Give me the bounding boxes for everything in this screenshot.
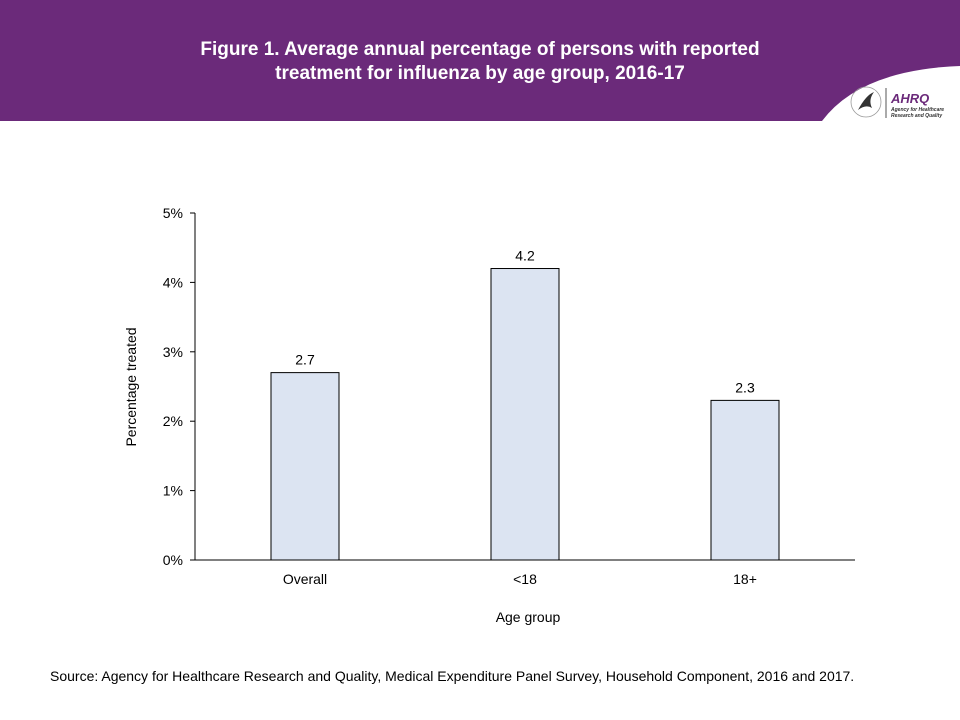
bar-1 bbox=[490, 268, 560, 561]
y-axis-label: Percentage treated bbox=[123, 327, 139, 446]
x-axis-label: Age group bbox=[496, 609, 561, 625]
header-curve bbox=[822, 66, 960, 121]
svg-text:Agency for Healthcare: Agency for Healthcare bbox=[890, 107, 944, 113]
data-label: 2.7 bbox=[295, 352, 315, 368]
x-tick-label: <18 bbox=[513, 571, 537, 587]
source-note: Source: Agency for Healthcare Research a… bbox=[50, 668, 855, 684]
x-tick-label: Overall bbox=[283, 571, 327, 587]
ahrq-logo: AHRQ Agency for Healthcare Research and … bbox=[890, 91, 944, 119]
svg-text:AHRQ: AHRQ bbox=[890, 91, 929, 106]
data-label: 2.3 bbox=[735, 379, 755, 395]
title-line-2: treatment for influenza by age group, 20… bbox=[275, 63, 685, 84]
bar-0 bbox=[270, 372, 340, 561]
data-label: 4.2 bbox=[515, 248, 535, 264]
title-line-1: Figure 1. Average annual percentage of p… bbox=[200, 39, 760, 60]
bar-2 bbox=[710, 399, 780, 561]
chart-title: Figure 1. Average annual percentage of p… bbox=[0, 38, 960, 86]
svg-text:Research and Quality: Research and Quality bbox=[891, 113, 942, 119]
header-banner bbox=[0, 0, 960, 121]
y-tick-label: 5% bbox=[163, 205, 183, 221]
x-tick-label: 18+ bbox=[733, 571, 757, 587]
y-tick-label: 4% bbox=[163, 274, 183, 290]
y-tick-label: 0% bbox=[163, 552, 183, 568]
hhs-eagle-icon bbox=[850, 86, 882, 118]
logo-area: AHRQ Agency for Healthcare Research and … bbox=[822, 66, 960, 121]
y-tick-label: 2% bbox=[163, 413, 183, 429]
y-tick-label: 3% bbox=[163, 344, 183, 360]
y-tick-label: 1% bbox=[163, 483, 183, 499]
